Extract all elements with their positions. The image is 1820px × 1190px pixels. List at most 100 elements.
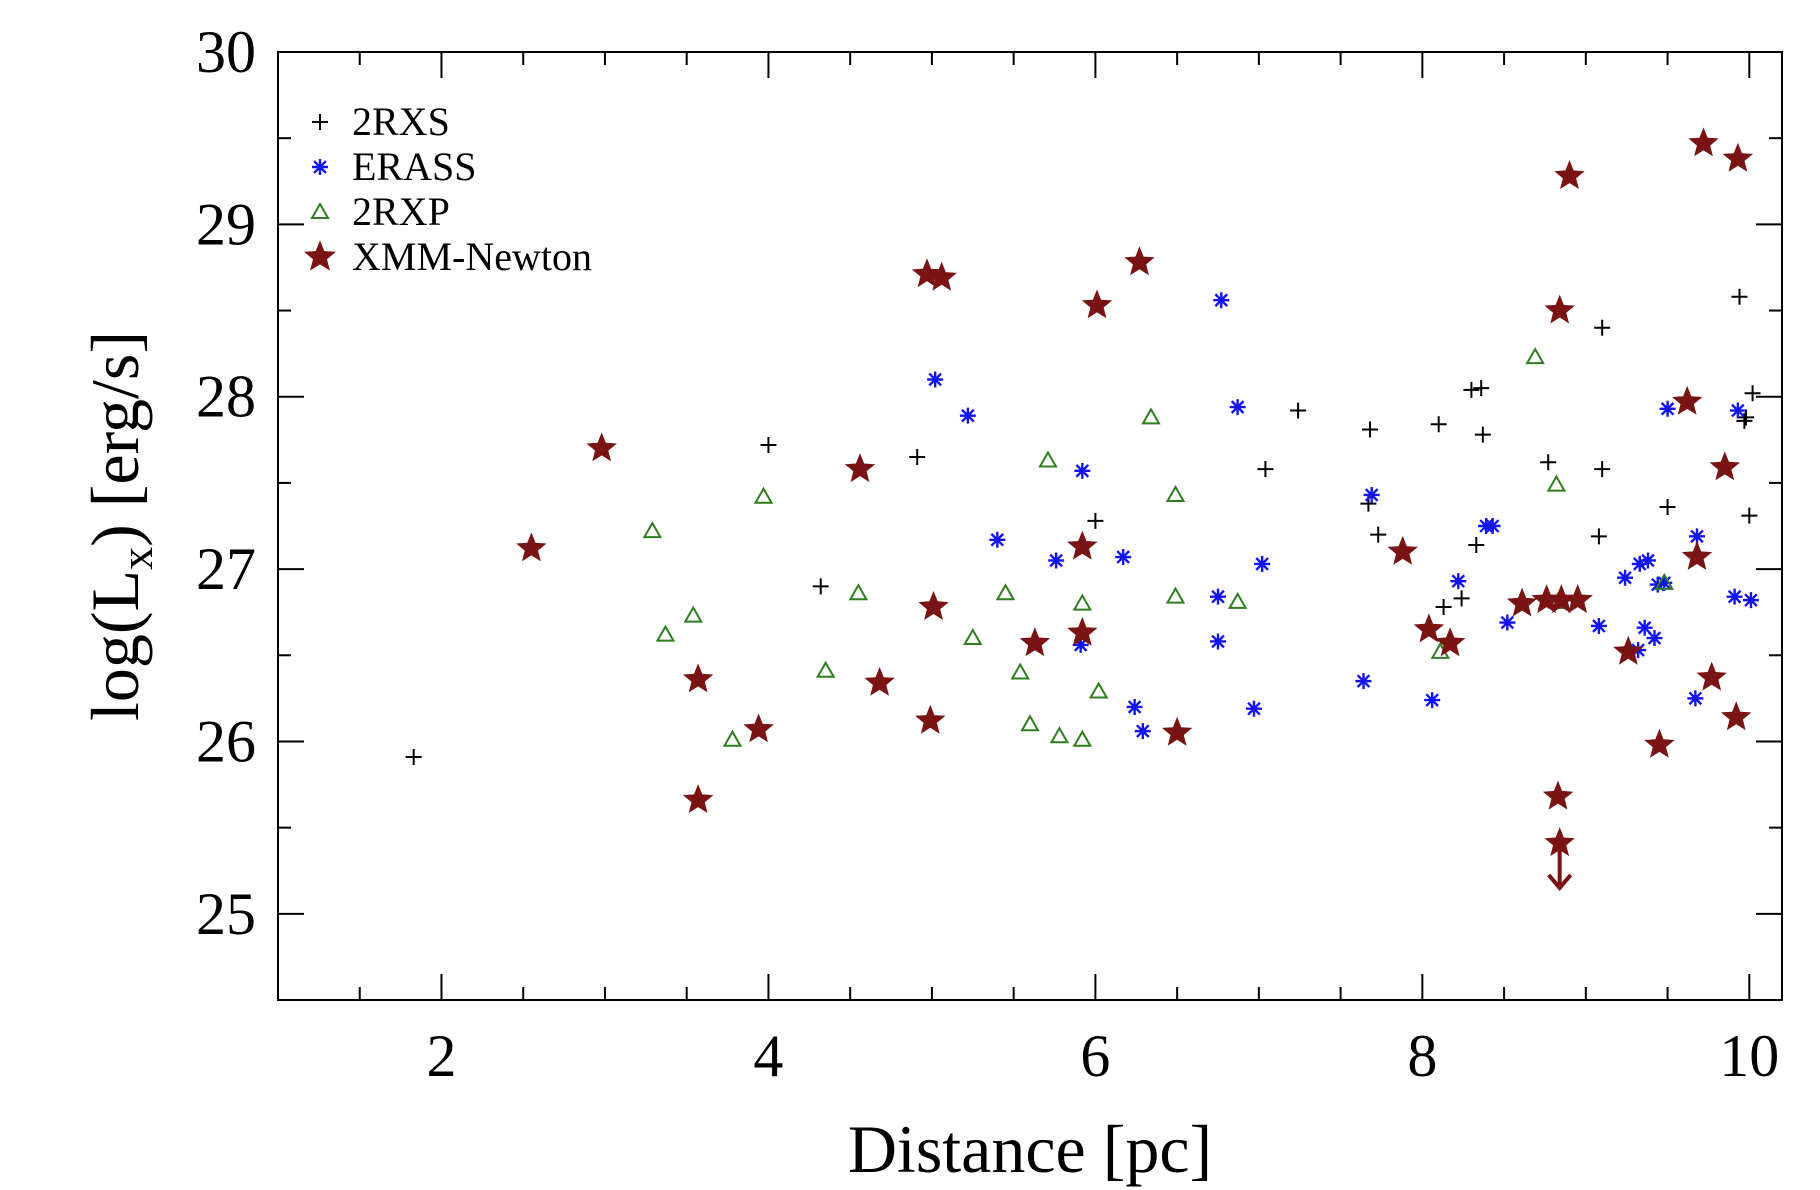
data-point-erass xyxy=(1213,292,1230,309)
data-point-xmm-newton xyxy=(1506,587,1538,617)
data-point-2rxp xyxy=(1088,681,1109,699)
data-point-2rxs xyxy=(1540,454,1557,471)
data-point-2rxp xyxy=(1227,591,1248,609)
data-point-xmm-newton xyxy=(1696,661,1727,691)
data-point-xmm-newton xyxy=(864,666,895,696)
data-point-2rxs xyxy=(405,748,422,765)
y-axis-label-suffix: ) [erg/s] xyxy=(77,331,153,547)
data-point-erass xyxy=(1726,588,1743,605)
data-point-erass xyxy=(1254,555,1271,572)
x-axis-label: Distance [pc] xyxy=(848,1111,1212,1187)
data-point-xmm-newton xyxy=(1542,780,1574,810)
y-tick-label: 26 xyxy=(196,708,256,774)
y-tick-label: 25 xyxy=(196,881,256,947)
legend: 2RXS ERASS 2RXP XMM-Newton xyxy=(304,99,592,279)
data-point-erass xyxy=(1656,574,1673,591)
data-point-erass xyxy=(1659,400,1676,417)
data-point-erass xyxy=(1484,518,1501,534)
data-point-erass xyxy=(1210,588,1226,605)
data-point-erass xyxy=(1646,630,1663,647)
y-tick-label: 30 xyxy=(196,19,256,85)
data-point-erass xyxy=(1499,614,1516,631)
data-point-erass xyxy=(1729,402,1746,419)
legend-label-2rxs: 2RXS xyxy=(352,99,450,144)
data-point-2rxs xyxy=(1594,319,1611,336)
x-tick-label: 2 xyxy=(426,1023,456,1089)
data-point-2rxp xyxy=(722,729,743,747)
y-axis-label-subscript: x xyxy=(111,547,162,570)
y-axis-label: log(Lx) [erg/s] xyxy=(77,331,162,721)
data-point-2rxp xyxy=(1654,572,1675,590)
data-point-xmm-newton xyxy=(1644,728,1675,758)
data-point-2rxp xyxy=(1072,593,1093,611)
data-point-2rxs xyxy=(1362,421,1379,438)
data-point-2rxp xyxy=(848,583,869,601)
data-point-2rxp xyxy=(995,583,1016,601)
legend-label-2rxp: 2RXP xyxy=(352,189,450,234)
data-point-2rxp xyxy=(815,660,836,678)
data-point-erass xyxy=(1590,617,1607,634)
data-point-xmm-newton xyxy=(682,784,714,813)
data-point-xmm-newton xyxy=(1434,627,1466,657)
data-point-xmm-newton xyxy=(1067,616,1098,646)
data-point-2rxs xyxy=(1257,461,1274,478)
legend-markers xyxy=(304,114,336,271)
data-point-xmm-newton xyxy=(516,532,547,562)
plot-frame xyxy=(277,51,1783,1001)
data-point-2rxs xyxy=(909,449,926,466)
data-point-xmm-newton xyxy=(1688,127,1719,157)
data-point-erass xyxy=(1639,552,1656,569)
legend-marker-xmm-newton xyxy=(304,240,336,271)
data-point-2rxs xyxy=(1731,288,1748,305)
y-tick-label: 28 xyxy=(196,364,256,430)
data-point-xmm-newton xyxy=(1722,142,1754,172)
data-point-xmm-newton xyxy=(1413,613,1445,643)
data-point-erass xyxy=(1074,462,1091,479)
data-point-2rxs xyxy=(1738,409,1755,426)
data-point-2rxp xyxy=(683,605,703,623)
data-point-xmm-newton xyxy=(1531,584,1562,614)
data-point-erass xyxy=(1210,633,1226,650)
data-point-erass xyxy=(1048,552,1065,569)
data-point-xmm-newton xyxy=(1067,530,1098,560)
x-tick-label: 6 xyxy=(1080,1023,1110,1089)
data-point-2rxs xyxy=(1473,380,1490,397)
data-point-2rxs xyxy=(1594,461,1611,478)
legend-marker-erass xyxy=(312,159,328,175)
y-tick-label: 27 xyxy=(196,536,256,602)
data-point-xmm-newton xyxy=(586,432,617,462)
legend-marker-2rxp xyxy=(310,201,330,219)
data-point-erass xyxy=(1363,486,1380,503)
data-point-2rxp xyxy=(1038,450,1058,468)
upper-limit-star xyxy=(1544,827,1575,857)
data-point-2rxs xyxy=(1659,499,1676,516)
data-point-xmm-newton xyxy=(1546,584,1577,614)
data-point-xmm-newton xyxy=(1672,385,1703,415)
data-point-2rxs xyxy=(760,436,777,453)
data-point-xmm-newton xyxy=(743,713,774,743)
data-point-xmm-newton xyxy=(1544,294,1575,324)
data-point-erass xyxy=(1617,569,1634,586)
upper-limit-arrowhead xyxy=(1547,873,1573,892)
data-point-2rxp xyxy=(1049,726,1070,744)
data-point-xmm-newton xyxy=(1709,451,1740,481)
data-point-2rxs xyxy=(1453,590,1470,607)
data-point-2rxp xyxy=(1072,729,1093,747)
minor-ticks xyxy=(278,52,1782,1000)
data-point-2rxp xyxy=(1141,407,1161,425)
data-point-erass xyxy=(1688,528,1705,545)
legend-marker-2rxs xyxy=(312,114,328,130)
data-point-erass xyxy=(1115,549,1132,566)
data-point-2rxs xyxy=(1744,385,1761,402)
data-point-2rxs xyxy=(1370,526,1387,543)
data-point-2rxs xyxy=(1430,416,1447,433)
data-point-erass xyxy=(989,531,1006,548)
data-points xyxy=(405,127,1761,813)
data-point-2rxs xyxy=(1290,402,1307,419)
data-point-erass xyxy=(1229,399,1246,416)
data-point-xmm-newton xyxy=(844,453,876,483)
data-point-2rxp xyxy=(1525,347,1545,365)
data-point-xmm-newton xyxy=(926,261,957,291)
data-point-xmm-newton xyxy=(1124,246,1155,276)
data-point-2rxs xyxy=(1087,512,1104,529)
